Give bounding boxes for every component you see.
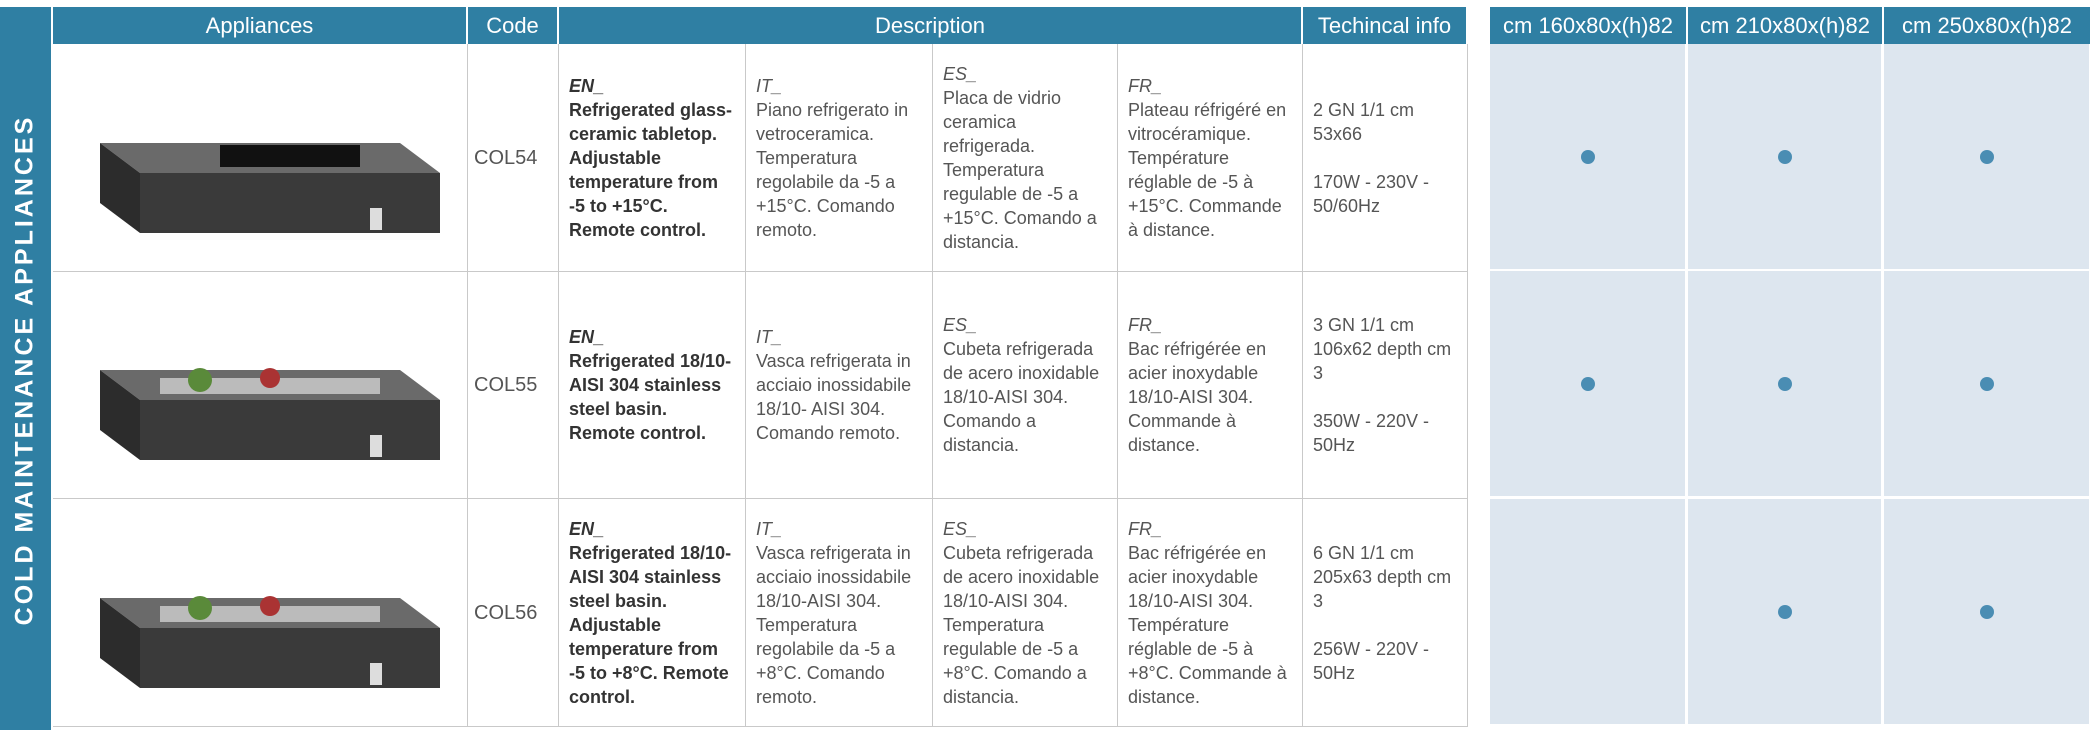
- size-cell: [1884, 271, 2092, 499]
- size-cell: [1490, 44, 1688, 272]
- description-cell: ES_ Cubeta refrigerada de acero inoxidabl…: [933, 271, 1118, 499]
- side-title: COLD MAINTENANCE APPLIANCES: [10, 114, 39, 626]
- language-label: FR_: [1128, 75, 1163, 96]
- appliance-drawing: [100, 142, 440, 233]
- size-cell: [1688, 271, 1884, 499]
- tech-cell: 2 GN 1/1 cm 53x66 170W - 230V - 50/60Hz: [1303, 44, 1468, 272]
- description-text: Placa de vidrio ceramica refrigerada. Te…: [943, 87, 1097, 252]
- tech-text: 170W - 230V - 50/60Hz: [1313, 171, 1430, 216]
- language-label: EN_: [569, 326, 605, 347]
- side: [100, 369, 140, 460]
- code-cell: COL54: [468, 44, 559, 272]
- description-text: Refrigerated glass-ceramic tabletop. Adj…: [569, 99, 733, 240]
- front: [140, 627, 440, 688]
- description-text: Plateau réfrigéré en vitrocéramique. Tem…: [1128, 99, 1287, 240]
- front: [140, 172, 440, 233]
- availability-dot: [1580, 376, 1595, 391]
- description-text: Cubeta refrigerada de acero inoxidable 1…: [943, 338, 1100, 455]
- description-cell: EN_ Refrigerated glass-ceramic tabletop. …: [559, 44, 746, 272]
- handle: [370, 434, 382, 457]
- side: [100, 142, 140, 233]
- tech-cell: 6 GN 1/1 cm 205x63 depth cm 3 256W - 220V…: [1303, 499, 1468, 727]
- description-cell: FR_ Plateau réfrigéré en vitrocéramique. …: [1118, 44, 1303, 272]
- language-label: FR_: [1128, 314, 1163, 335]
- size-cell: [1490, 271, 1688, 499]
- availability-dot: [1979, 604, 1994, 619]
- header-cell: cm 250x80x(h)82: [1884, 7, 2092, 44]
- handle: [370, 662, 382, 685]
- description-cell: FR_ Bac réfrigérée en acier inoxydable 18…: [1118, 271, 1303, 499]
- glass: [220, 144, 360, 167]
- food: [260, 595, 280, 616]
- description-text: Refrigerated 18/10-AISI 304 stainless st…: [569, 542, 732, 707]
- tech-text: 2 GN 1/1 cm 53x66: [1313, 99, 1415, 144]
- header-cell: cm 160x80x(h)82: [1490, 7, 1688, 44]
- product-image: [53, 44, 468, 272]
- code-cell: COL56: [468, 499, 559, 727]
- description-cell: IT_ Piano refrigerato in vetroceramica. T…: [746, 44, 933, 272]
- description-cell: IT_ Vasca refrigerata in acciaio inossida…: [746, 271, 933, 499]
- side-bar: [0, 7, 51, 730]
- description-cell: ES_ Cubeta refrigerada de acero inoxidabl…: [933, 499, 1118, 727]
- description-text: Bac réfrigérée en acier inoxydable 18/10…: [1128, 338, 1267, 455]
- description-cell: EN_ Refrigerated 18/10-AISI 304 stainless…: [559, 499, 746, 727]
- availability-dot: [1580, 149, 1595, 164]
- description-cell: EN_ Refrigerated 18/10-AISI 304 stainless…: [559, 271, 746, 499]
- handle: [370, 207, 382, 230]
- side: [100, 597, 140, 688]
- description-text: Cubeta refrigerada de acero inoxidable 1…: [943, 542, 1100, 707]
- description-text: Refrigerated 18/10-AISI 304 stainless st…: [569, 350, 732, 443]
- front: [140, 399, 440, 460]
- description-text: Vasca refrigerata in acciaio inossidabil…: [756, 350, 912, 443]
- size-cell: [1688, 499, 1884, 727]
- size-cell: [1688, 44, 1884, 272]
- food: [188, 367, 212, 392]
- size-cell: [1490, 499, 1688, 727]
- food: [188, 595, 212, 620]
- appliance-drawing: [100, 595, 440, 688]
- availability-dot: [1979, 376, 1994, 391]
- availability-dot: [1979, 149, 1994, 164]
- language-label: IT_: [756, 518, 783, 539]
- language-label: FR_: [1128, 518, 1163, 539]
- header-cell: cm 210x80x(h)82: [1688, 7, 1884, 44]
- tech-text: 256W - 220V - 50Hz: [1313, 638, 1430, 683]
- language-label: EN_: [569, 518, 605, 539]
- description-cell: ES_ Placa de vidrio ceramica refrigerada.…: [933, 44, 1118, 272]
- description-text: Bac réfrigérée en acier inoxydable 18/10…: [1128, 542, 1287, 707]
- language-label: ES_: [943, 314, 978, 335]
- description-cell: FR_ Bac réfrigérée en acier inoxydable 18…: [1118, 499, 1303, 727]
- header-cell: Code: [468, 7, 559, 44]
- language-label: EN_: [569, 75, 605, 96]
- product-image: [53, 499, 468, 727]
- tech-text: 350W - 220V - 50Hz: [1313, 410, 1430, 455]
- food: [260, 367, 280, 388]
- availability-dot: [1777, 149, 1792, 164]
- language-label: IT_: [756, 75, 783, 96]
- tech-text: 6 GN 1/1 cm 205x63 depth cm 3: [1313, 542, 1452, 611]
- availability-dot: [1777, 376, 1792, 391]
- appliance-drawing: [100, 367, 440, 460]
- header-cell: Description: [559, 7, 1303, 44]
- size-cell: [1884, 499, 2092, 727]
- size-cell: [1884, 44, 2092, 272]
- description-cell: IT_ Vasca refrigerata in acciaio inossida…: [746, 499, 933, 727]
- language-label: ES_: [943, 518, 978, 539]
- code-cell: COL55: [468, 271, 559, 499]
- description-text: Piano refrigerato in vetroceramica. Temp…: [756, 99, 909, 240]
- header-cell: Appliances: [53, 7, 468, 44]
- header-cell: Techincal info: [1303, 7, 1468, 44]
- tech-text: 3 GN 1/1 cm 106x62 depth cm 3: [1313, 314, 1452, 383]
- language-label: ES_: [943, 63, 978, 84]
- description-text: Vasca refrigerata in acciaio inossidabil…: [756, 542, 912, 707]
- tech-cell: 3 GN 1/1 cm 106x62 depth cm 3 350W - 220V…: [1303, 271, 1468, 499]
- language-label: IT_: [756, 326, 783, 347]
- product-image: [53, 271, 468, 499]
- availability-dot: [1777, 604, 1792, 619]
